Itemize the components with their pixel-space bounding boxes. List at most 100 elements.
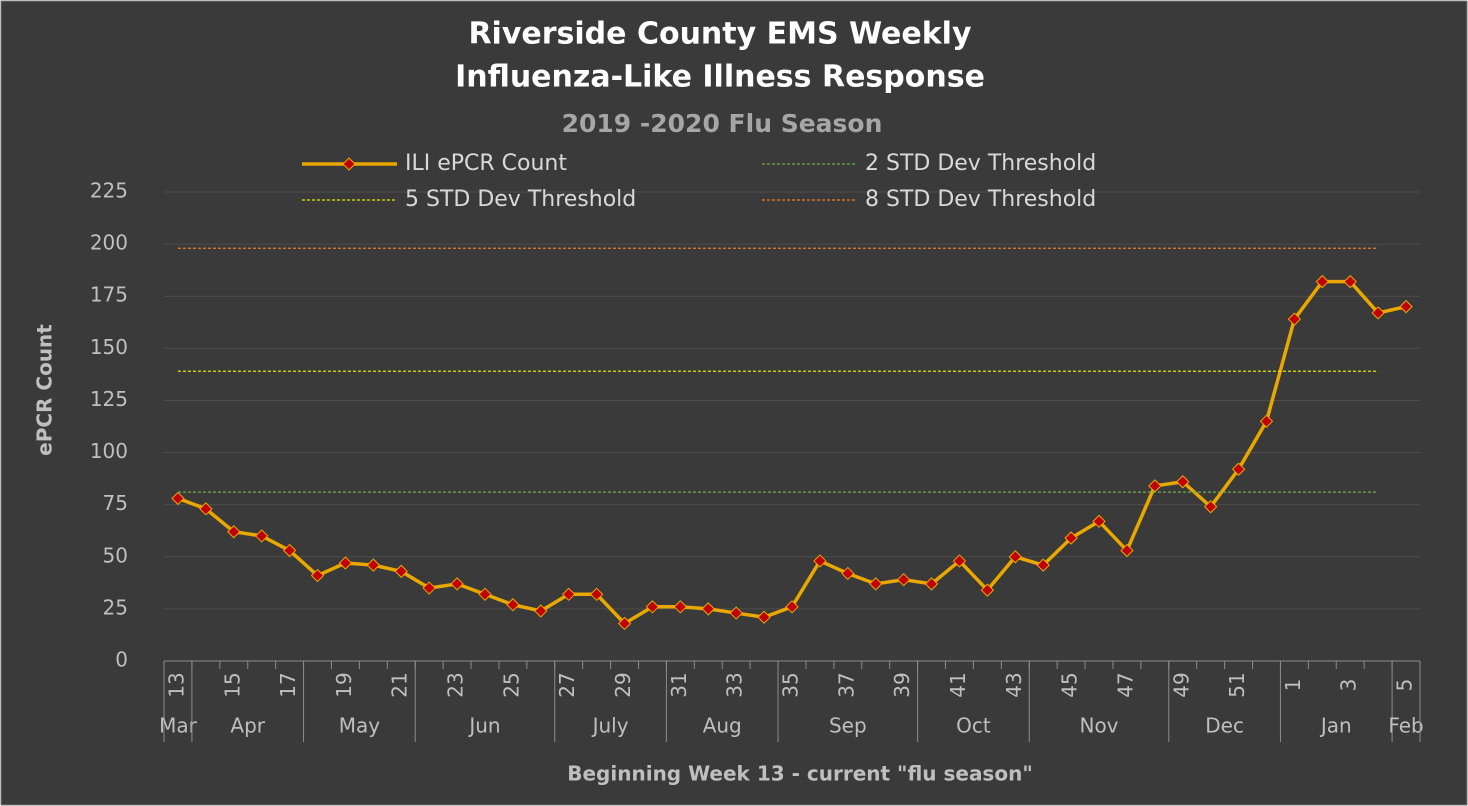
legend-label: ILI ePCR Count (405, 151, 567, 176)
data-point (1231, 462, 1246, 476)
data-point (534, 604, 548, 618)
y-axis-label: ePCR Count (33, 324, 57, 456)
data-point (1371, 306, 1385, 320)
data-point (1064, 531, 1078, 545)
data-point (199, 502, 213, 516)
data-point (310, 568, 325, 583)
y-tick-label: 200 (90, 231, 128, 255)
x-tick-label: 17 (276, 672, 300, 697)
group-label: Feb (1388, 714, 1423, 738)
data-point (1176, 475, 1190, 489)
group-label: May (339, 714, 381, 738)
data-point (757, 610, 771, 624)
data-point (562, 587, 576, 602)
x-tick-label: 1 (1281, 679, 1305, 692)
group-label: July (591, 714, 629, 738)
data-point (589, 587, 604, 602)
data-point (394, 564, 408, 579)
y-tick-label: 125 (90, 387, 128, 411)
x-tick-label: 49 (1169, 672, 1193, 697)
data-point (1315, 274, 1330, 289)
x-tick-label: 19 (332, 672, 356, 697)
x-tick-label: 45 (1058, 672, 1082, 697)
x-tick-label: 51 (1225, 672, 1249, 697)
x-tick-label: 25 (499, 672, 523, 697)
data-point (1287, 312, 1302, 326)
x-tick-label: 41 (946, 672, 970, 697)
y-tick-label: 150 (90, 335, 128, 359)
data-point (729, 606, 743, 620)
x-tick-label: 43 (1002, 672, 1026, 697)
y-tick-label: 0 (115, 648, 128, 672)
group-label: Apr (230, 714, 265, 738)
group-label: Sep (829, 714, 867, 738)
data-point (1399, 299, 1413, 314)
data-point (171, 491, 185, 506)
x-tick-label: 27 (555, 672, 579, 697)
y-tick-label: 100 (90, 439, 128, 463)
data-point (924, 577, 939, 591)
x-tick-label: 21 (388, 672, 412, 697)
data-point (1092, 514, 1106, 529)
y-tick-label: 225 (90, 179, 128, 203)
y-tick-label: 175 (90, 283, 128, 307)
data-point (422, 581, 436, 595)
x-axis-label: Beginning Week 13 - current "flu season" (567, 762, 1033, 786)
legend-label: 8 STD Dev Threshold (865, 187, 1096, 212)
data-point (506, 598, 520, 612)
group-label: Jan (1319, 714, 1352, 738)
data-point (896, 572, 911, 587)
group-label: Oct (956, 714, 991, 738)
data-point (282, 543, 297, 558)
x-tick-label: 47 (1113, 672, 1137, 697)
data-point (813, 554, 827, 568)
x-tick-label: 23 (444, 672, 468, 697)
data-point (478, 587, 492, 602)
y-tick-label: 75 (103, 491, 128, 515)
data-point (1343, 274, 1357, 289)
data-point (617, 616, 632, 631)
data-point (1120, 543, 1134, 558)
group-label: Jun (467, 714, 500, 738)
legend-marker (342, 157, 356, 171)
x-tick-label: 15 (220, 672, 244, 697)
chart-title: Riverside County EMS Weekly (468, 17, 972, 52)
x-tick-label: 33 (723, 672, 747, 697)
data-point (338, 556, 353, 570)
data-point (366, 558, 381, 572)
x-tick-label: 29 (611, 672, 635, 697)
data-point (785, 600, 799, 614)
x-tick-label: 31 (667, 672, 691, 697)
x-tick-label: 35 (779, 672, 803, 697)
y-tick-label: 50 (103, 543, 128, 567)
legend-label: 2 STD Dev Threshold (865, 151, 1096, 176)
data-point (841, 566, 855, 581)
chart-title: Influenza-Like Illness Response (455, 60, 985, 95)
data-point (227, 525, 241, 539)
data-point (673, 600, 688, 614)
group-label: Nov (1079, 714, 1118, 738)
x-tick-label: 39 (890, 672, 914, 697)
data-point (1036, 558, 1050, 572)
data-point (869, 577, 883, 591)
y-tick-label: 25 (103, 595, 128, 619)
group-label: Mar (159, 714, 198, 738)
data-point (980, 583, 995, 597)
group-label: Aug (703, 714, 742, 738)
x-tick-label: 13 (164, 672, 188, 697)
data-point (645, 600, 660, 614)
group-label: Dec (1205, 714, 1244, 738)
data-point (1008, 550, 1022, 564)
x-tick-label: 37 (834, 672, 858, 697)
x-tick-label: 5 (1393, 679, 1417, 692)
data-point (450, 577, 464, 591)
data-point (952, 554, 967, 568)
data-point (1259, 414, 1274, 428)
legend-label: 5 STD Dev Threshold (405, 187, 636, 212)
data-point (254, 529, 269, 543)
data-point (1203, 500, 1218, 514)
data-point (701, 602, 715, 616)
chart-subtitle: 2019 -2020 Flu Season (562, 109, 883, 138)
